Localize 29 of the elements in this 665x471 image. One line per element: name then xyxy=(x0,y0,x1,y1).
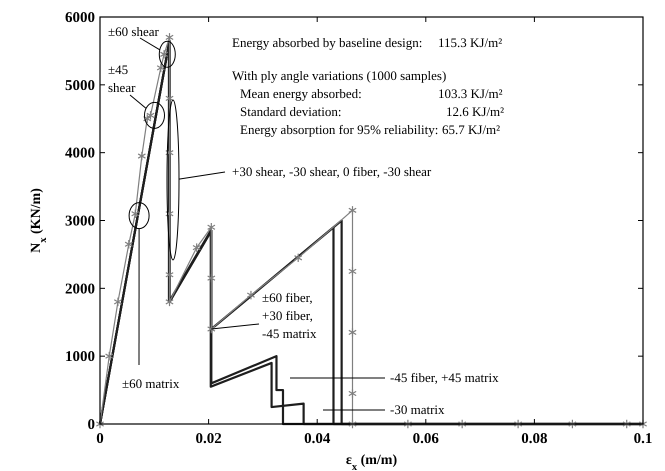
x-tick-label: 0.02 xyxy=(195,431,222,447)
annotation: -45 fiber, +45 matrix xyxy=(390,370,500,385)
annotation: ±60 shear xyxy=(108,24,160,39)
annotation: 12.6 KJ/m² xyxy=(446,104,504,119)
annotation: 115.3 KJ/m² xyxy=(438,35,502,50)
annotation: Energy absorbed by baseline design: xyxy=(232,35,422,50)
annotation: +30 shear, -30 shear, 0 fiber, -30 shear xyxy=(232,164,432,179)
x-tick-label: 0.06 xyxy=(412,431,440,447)
x-tick-label: 0.08 xyxy=(521,431,548,447)
y-tick-label: 6000 xyxy=(65,10,95,26)
y-tick-label: 4000 xyxy=(65,146,95,162)
y-tick-label: 2000 xyxy=(65,281,95,298)
x-axis-title: ε$_{x}$ (m/m) xyxy=(346,453,398,471)
annotation: ±60 fiber, +30 fiber, -45 matrix xyxy=(262,290,318,341)
annotation: Mean energy absorbed: xyxy=(240,86,362,101)
y-tick-label: 0 xyxy=(88,417,95,433)
annotation: Standard deviation: xyxy=(240,104,342,119)
annotation: ±60 matrix xyxy=(122,376,180,391)
annotation: ±45 shear xyxy=(108,62,136,95)
x-tick-label: 0.1 xyxy=(634,431,652,447)
annotation: -30 matrix xyxy=(390,402,446,417)
y-tick-label: 3000 xyxy=(65,214,95,230)
x-tick-label: 0.04 xyxy=(304,431,331,447)
annotation: 103.3 KJ/m² xyxy=(438,86,503,101)
annotation: Energy absorption for 95% reliability: xyxy=(240,122,438,137)
annotation: 65.7 KJ/m² xyxy=(442,122,500,137)
annotation: With ply angle variations (1000 samples) xyxy=(232,68,446,83)
y-tick-label: 5000 xyxy=(65,78,95,94)
y-tick-label: 1000 xyxy=(65,349,95,366)
